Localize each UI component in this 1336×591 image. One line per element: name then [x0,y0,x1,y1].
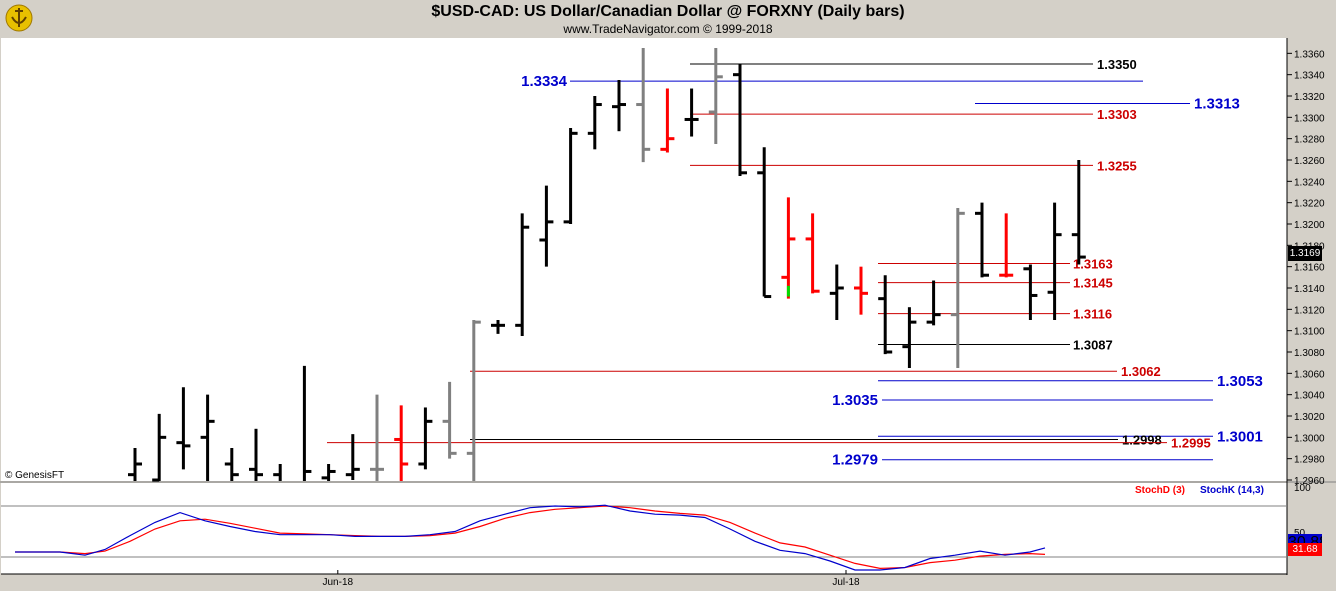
price-axis: 1.3360 1.3340 1.3320 1.3300 1.3280 1.3260 1.32… [1287,49,1325,487]
price-tick-label: 1.3320 [1294,92,1325,103]
price-tick-label: 1.3340 [1294,71,1325,82]
stoch-d-line [15,505,1046,570]
level-label: 1.3035 [832,392,878,409]
price-tick-label: 1.3140 [1294,284,1325,295]
price-tick-label: 1.2980 [1294,455,1325,466]
stoch-tick-100: 100 [1294,483,1311,494]
level-label: 1.3087 [1073,338,1113,353]
level-label: 1.3145 [1073,276,1113,291]
level-label: 1.3255 [1097,158,1137,173]
stochastic-oscillator: StochD (3) StochK (14,3) 100 50 [1,483,1311,571]
level-label: 1.2979 [832,452,878,469]
stoch-k-line [15,504,1046,571]
date-tick-label: Jul-18 [832,577,860,588]
current-price-label: 1.3169 [1288,246,1322,261]
level-label: 1.3053 [1217,373,1263,390]
price-tick-label: 1.3220 [1294,199,1325,210]
level-label: 1.3001 [1217,428,1263,445]
ohlc-bars [128,48,1086,482]
stoch-k-legend: StochK (14,3) [1200,485,1264,496]
price-tick-label: 1.3000 [1294,433,1325,444]
price-tick-label: 1.3120 [1294,305,1325,316]
genesis-watermark: © GenesisFT [5,470,64,481]
date-axis: Jun-18 Jul-18 [1,570,1287,588]
level-label: 1.2995 [1171,436,1211,451]
chart-title: $USD-CAD: US Dollar/Canadian Dollar @ FO… [431,3,905,20]
price-tick-label: 1.3040 [1294,391,1325,402]
level-label: 1.3350 [1097,57,1137,72]
level-label: 1.3116 [1073,307,1112,322]
level-label: 1.3334 [521,73,568,90]
level-label: 1.3303 [1097,107,1137,122]
level-label: 1.3163 [1073,256,1113,271]
price-tick-label: 1.3360 [1294,49,1325,60]
chart-subtitle: www.TradeNavigator.com © 1999-2018 [563,22,773,36]
price-tick-label: 1.3020 [1294,412,1325,423]
price-tick-label: 1.3260 [1294,156,1325,167]
price-tick-label: 1.3280 [1294,135,1325,146]
level-label: 1.2998 [1122,432,1162,447]
stochastic-panel [1,483,1287,574]
level-label: 1.3313 [1194,95,1240,112]
stoch-tick-50: 50 [1294,528,1306,539]
price-tick-label: 1.3160 [1294,263,1325,274]
price-tick-label: 1.3100 [1294,327,1325,338]
stoch-d-value-label: 31.68 [1288,543,1322,556]
price-tick-label: 1.3300 [1294,113,1325,124]
price-tick-label: 1.3080 [1294,348,1325,359]
price-tick-label: 1.2960 [1294,476,1325,487]
price-tick-label: 1.3240 [1294,177,1325,188]
level-label: 1.3062 [1121,364,1161,379]
stoch-k-value-label: 30.88 [1288,534,1322,544]
price-tick-label: 1.3200 [1294,220,1325,231]
chart-header: $USD-CAD: US Dollar/Canadian Dollar @ FO… [0,0,1336,38]
stoch-d-legend: StochD (3) [1135,485,1185,496]
date-tick-label: Jun-18 [323,577,354,588]
support-resistance-levels: 1.3350 1.3334 1.3313 1.3303 1.3255 1.3163 1.31… [327,57,1263,469]
price-tick-label: 1.3060 [1294,369,1325,380]
trade-navigator-logo-icon [5,4,33,32]
